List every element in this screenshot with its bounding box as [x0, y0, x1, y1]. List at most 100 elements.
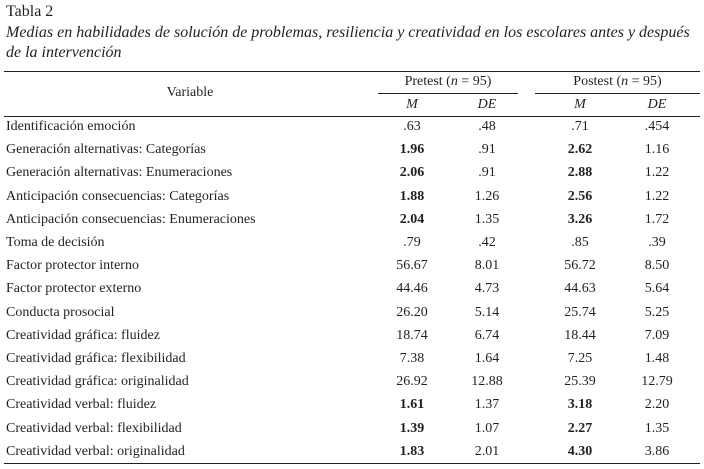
pretest-m-cell: 1.61 [399, 397, 425, 413]
postest-de-cell: 5.25 [644, 304, 670, 320]
postest-de-cell: 3.86 [644, 443, 670, 459]
postest-m-cell: 2.88 [567, 165, 593, 181]
variable-cell: Creatividad verbal: flexibilidad [6, 420, 182, 436]
postest-m-cell: 2.27 [567, 420, 593, 436]
table-row: Creatividad verbal: fluidez 1.61 1.37 3.18 2… [0, 397, 704, 420]
table-row: Generación alternativas: Categorías 1.96.… [0, 142, 704, 165]
table-row: Creatividad gráfica: originalidad 26.92 12… [0, 374, 704, 397]
pretest-de-cell: 6.74 [474, 327, 500, 343]
pretest-m-cell: 1.88 [399, 188, 425, 204]
postest-de-cell: 1.16 [644, 142, 670, 158]
postest-de-cell: 1.72 [644, 211, 670, 227]
table-row: Toma de decisión .79 .42 .85 .39 [0, 235, 704, 258]
header-post-m: M [574, 97, 586, 112]
pretest-de-cell: 1.37 [474, 397, 500, 413]
pretest-de-cell: .48 [478, 119, 496, 134]
table-row: Creatividad gráfica: fluidez 18.74 6.74 18.… [0, 328, 704, 351]
postest-de-cell: 12.79 [641, 374, 673, 390]
pretest-m-cell: 56.67 [396, 258, 428, 274]
postest-m-cell: 56.72 [564, 258, 596, 274]
table-row: Creatividad gráfica: flexibilidad 7.38 1.6… [0, 351, 704, 374]
pretest-de-cell: 1.26 [474, 188, 500, 204]
postest-de-cell: 5.64 [644, 281, 670, 297]
postest-m-cell: 44.63 [564, 281, 596, 297]
postest-de-cell: 1.22 [644, 165, 670, 181]
table-row: Generación alternativas: Enumeraciones 2.… [0, 165, 704, 188]
pretest-m-cell: 2.04 [399, 211, 425, 227]
variable-cell: Creatividad gráfica: originalidad [6, 374, 189, 390]
postest-de-cell: 1.35 [644, 420, 670, 436]
variable-cell: Conducta prosocial [6, 304, 115, 320]
header-pre-de: DE [477, 97, 497, 112]
variable-cell: Creatividad verbal: originalidad [6, 443, 185, 459]
variable-cell: Toma de decisión [6, 235, 105, 250]
pretest-m-cell: 7.38 [399, 351, 425, 366]
table-row: Anticipación consecuencias: Categorías 1.… [0, 189, 704, 212]
header-pretest: Pretest (n = 95) [404, 74, 492, 89]
pretest-m-cell: 1.39 [399, 420, 425, 436]
pretest-de-cell: .91 [478, 142, 496, 158]
pretest-de-cell: 5.14 [474, 304, 500, 320]
variable-cell: Creatividad gráfica: fluidez [6, 327, 160, 343]
postest-de-cell: .39 [648, 235, 666, 250]
variable-cell: Generación alternativas: Enumeraciones [6, 165, 233, 181]
postest-m-cell: 3.18 [567, 397, 593, 413]
postest-m-cell: 4.30 [567, 443, 593, 459]
pretest-m-cell: 26.20 [396, 304, 428, 320]
postest-de-cell: 1.48 [644, 351, 670, 366]
postest-de-cell: 7.09 [644, 327, 670, 343]
postest-de-cell: 8.50 [644, 258, 670, 274]
pretest-m-cell: 2.06 [399, 165, 425, 181]
pretest-de-cell: 1.07 [474, 420, 500, 436]
postest-m-cell: 25.39 [564, 374, 596, 390]
header-variable: Variable [166, 85, 214, 100]
bottom-rule [4, 463, 700, 464]
table-row: Conducta prosocial 26.20 5.14 25.74 5.25 [0, 305, 704, 328]
header-post-de: DE [647, 97, 667, 112]
top-rule [4, 71, 700, 72]
table-caption: Medias en habilidades de solución de pro… [6, 24, 690, 61]
table-row: Creatividad verbal: flexibilidad 1.39 1.07… [0, 421, 704, 444]
postest-m-cell: 18.44 [564, 327, 596, 343]
pretest-de-cell: .42 [478, 235, 496, 250]
postest-m-cell: 2.56 [567, 188, 593, 204]
pretest-de-cell: 2.01 [474, 443, 500, 459]
pretest-de-cell: 12.88 [471, 374, 503, 390]
pretest-m-cell: .79 [403, 235, 421, 250]
variable-cell: Creatividad gráfica: flexibilidad [6, 351, 186, 366]
header-pre-m: M [406, 97, 418, 112]
table-title: Tabla 2 [6, 3, 54, 20]
header-rule [4, 116, 700, 117]
pretest-m-cell: 1.96 [399, 142, 425, 158]
pretest-m-cell: 1.83 [399, 443, 425, 459]
table-row: Factor protector externo 44.46 4.73 44.63 5.… [0, 281, 704, 304]
postest-m-cell: 2.62 [567, 142, 593, 158]
pretest-m-cell: 18.74 [396, 327, 428, 343]
postest-m-cell: 25.74 [564, 304, 596, 320]
postest-m-cell: 3.26 [567, 211, 593, 227]
variable-cell: Anticipación consecuencias: Enumeracione… [6, 211, 256, 227]
header-postest: Postest (n = 95) [573, 74, 662, 89]
table-row: Factor protector interno 56.67 8.01 56.72 8.… [0, 258, 704, 281]
pretest-de-cell: 1.64 [474, 351, 500, 366]
postest-m-cell: .85 [571, 235, 589, 250]
variable-cell: Generación alternativas: Categorías [6, 142, 206, 158]
postest-m-cell: 7.25 [567, 351, 593, 366]
pretest-m-cell: 26.92 [396, 374, 428, 390]
postest-underline [535, 93, 700, 94]
variable-cell: Identificación emoción [6, 119, 136, 134]
table-row: Anticipación consecuencias: Enumeracione… [0, 212, 704, 235]
postest-m-cell: .71 [571, 119, 589, 134]
pretest-de-cell: 8.01 [474, 258, 500, 274]
pretest-underline [378, 93, 518, 94]
table-row: Creatividad verbal: originalidad 1.83 2.01… [0, 444, 704, 467]
variable-cell: Creatividad verbal: fluidez [6, 397, 157, 413]
postest-de-cell: 2.20 [644, 397, 670, 413]
pretest-de-cell: 4.73 [474, 281, 500, 297]
pretest-de-cell: .91 [478, 165, 496, 181]
variable-cell: Anticipación consecuencias: Categorías [6, 188, 230, 204]
pretest-de-cell: 1.35 [474, 211, 500, 227]
pretest-m-cell: .63 [403, 119, 421, 134]
variable-cell: Factor protector externo [6, 281, 142, 297]
pretest-m-cell: 44.46 [396, 281, 428, 297]
